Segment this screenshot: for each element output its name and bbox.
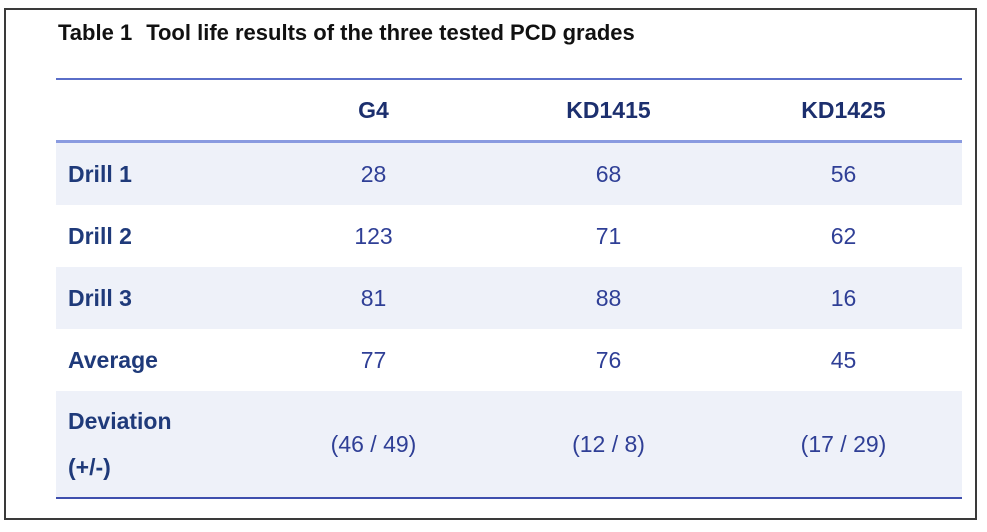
table-title: Tool life results of the three tested PC… [146,20,635,45]
table-row-drill-3: Drill 3 81 88 16 [56,267,962,329]
table-cell: 45 [830,346,857,373]
table-cell: 16 [830,284,857,311]
table-header-row: G4 KD1415 KD1425 [56,80,962,143]
row-label-line: (+/-) [68,454,111,480]
table-row-deviation: Deviation (+/-) (46 / 49) (12 / 8) (17 /… [56,391,962,497]
table-cell: (12 / 8) [572,430,645,457]
table-cell: 68 [595,160,622,187]
table-cell: 81 [360,284,387,311]
table-cell: 76 [595,346,622,373]
table-row-drill-1: Drill 1 28 68 56 [56,143,962,205]
table-cell: 62 [830,222,857,249]
table-cell: 88 [595,284,622,311]
row-label: Drill 3 [68,285,132,311]
results-table: G4 KD1415 KD1425 Drill 1 28 68 56 Drill … [56,78,962,499]
column-header-g4: G4 [358,96,389,123]
table-cell: 77 [360,346,387,373]
row-label: Drill 2 [68,223,132,249]
table-row-average: Average 77 76 45 [56,329,962,391]
table-cell: 56 [830,160,857,187]
table-cell: (17 / 29) [800,430,887,457]
table-caption: Table 1 Tool life results of the three te… [58,20,635,46]
table-row-drill-2: Drill 2 123 71 62 [56,205,962,267]
row-label: Deviation (+/-) [56,398,256,490]
column-header-kd1415: KD1415 [566,96,651,123]
column-header-kd1425: KD1425 [801,96,886,123]
row-label-line: Deviation [68,408,172,434]
table-cell: (46 / 49) [330,430,417,457]
table-cell: 71 [595,222,622,249]
row-label: Average [68,347,158,373]
table-cell: 123 [354,222,393,249]
row-label: Drill 1 [68,161,132,187]
table-cell: 28 [360,160,387,187]
table-number: Table 1 [58,20,133,45]
